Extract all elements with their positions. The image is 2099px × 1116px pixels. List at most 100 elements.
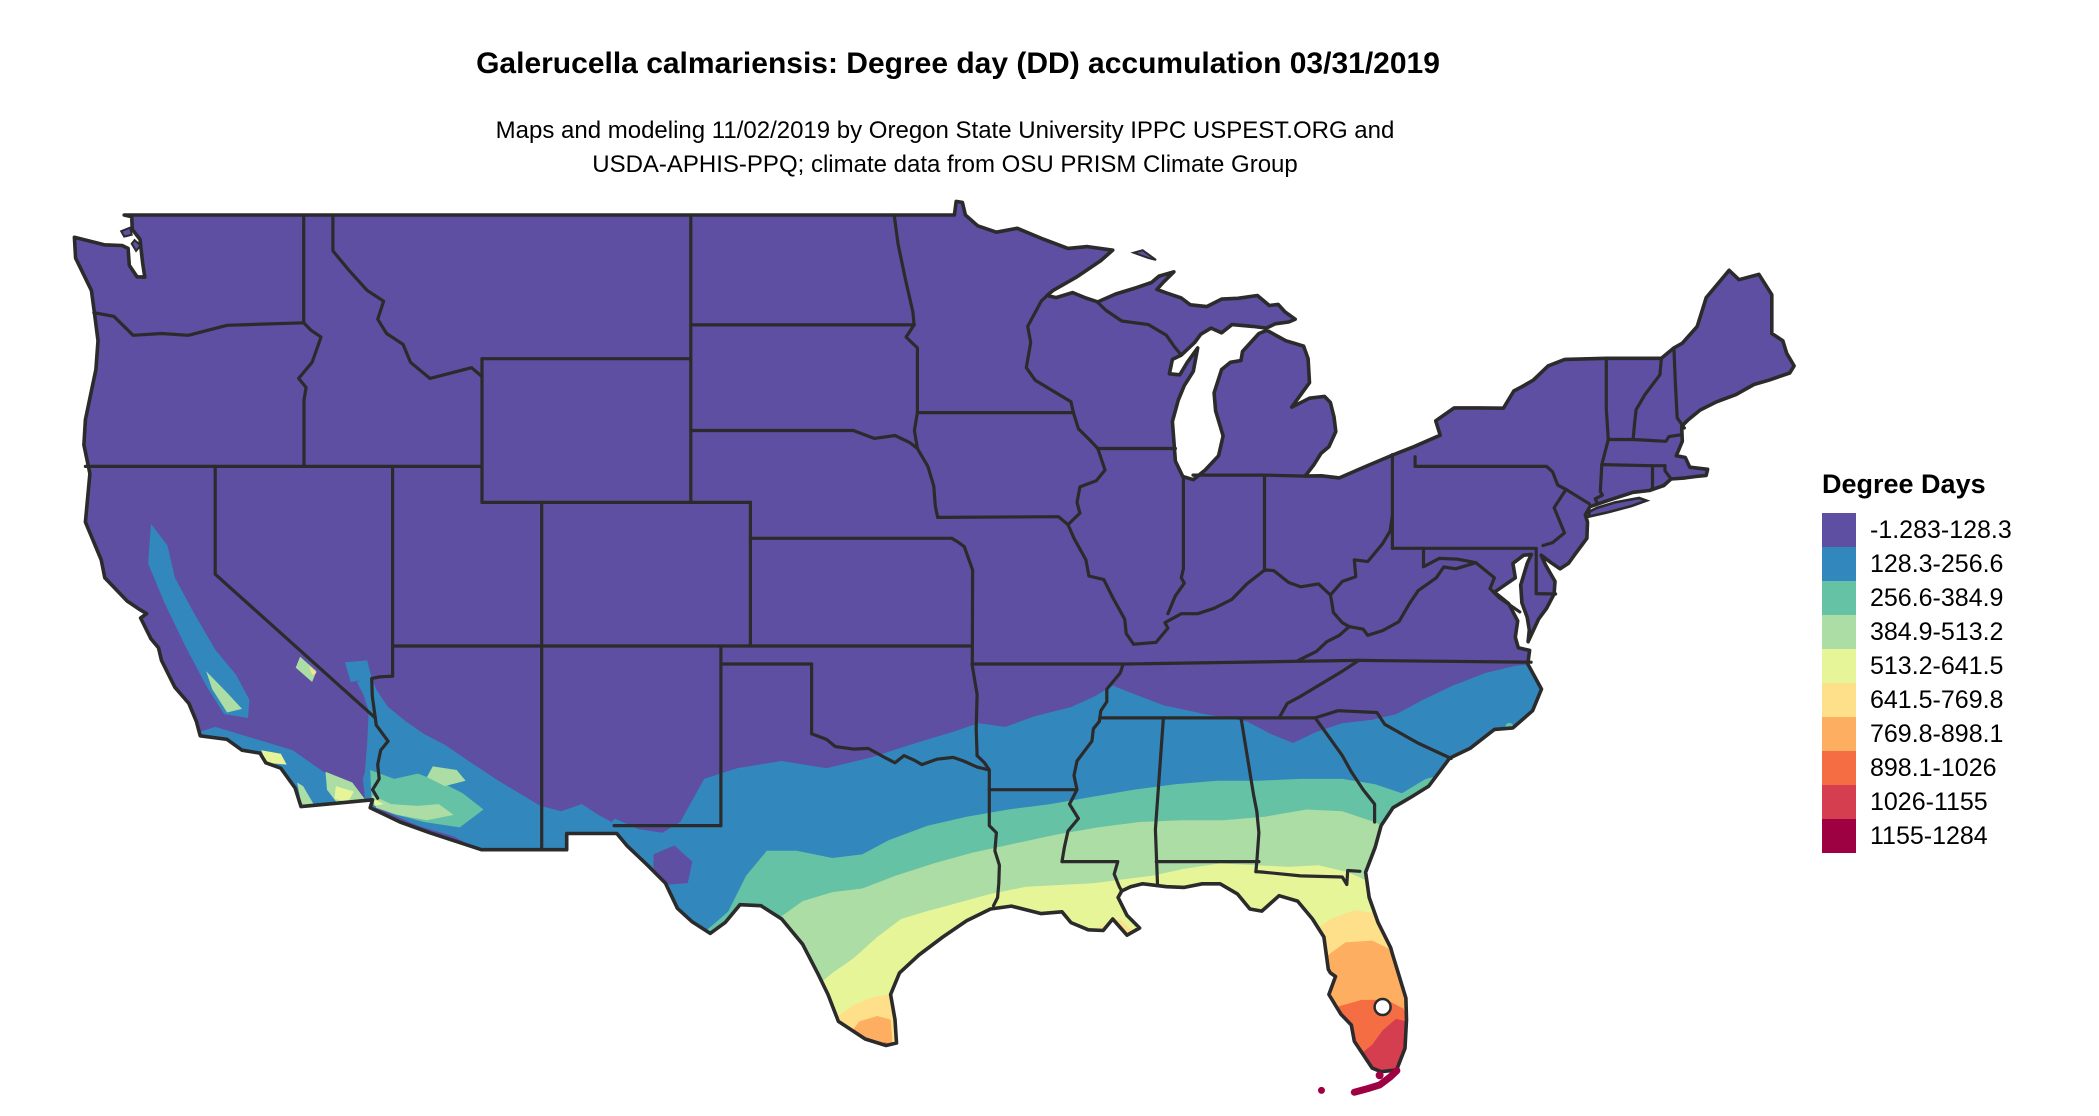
legend-swatch [1822, 581, 1856, 615]
state-border-line [1071, 411, 1100, 451]
legend-swatch [1822, 615, 1856, 649]
raster-patch [371, 795, 454, 821]
florida-keys [1350, 1067, 1401, 1096]
legend-label: 641.5-769.8 [1870, 686, 2004, 714]
legend-rows: -1.283-128.3 128.3-256.6 256.6-384.9 384.9-… [1822, 513, 2092, 853]
legend-swatch [1822, 751, 1856, 785]
state-border-line [950, 536, 975, 666]
state-border-line [1564, 487, 1591, 506]
raster-band [856, 999, 1413, 1072]
state-border-line [1313, 709, 1453, 761]
state-border-line [1600, 463, 1667, 468]
state-border-line [1593, 356, 1610, 504]
map-subtitle: Maps and modeling 11/02/2019 by Oregon S… [0, 114, 1890, 182]
state-border-line [970, 662, 979, 758]
state-border-line [1534, 546, 1558, 596]
legend-item: 128.3-256.6 [1822, 547, 2092, 581]
legend-swatch [1822, 547, 1856, 581]
state-border-line [987, 788, 1001, 908]
lake-okeechobee [1373, 997, 1392, 1017]
state-border-line [1153, 716, 1165, 886]
state-border-line [1413, 455, 1568, 491]
state-border-line [1328, 593, 1351, 629]
state-border-line [1606, 433, 1683, 443]
state-border-line [1541, 487, 1568, 548]
raster-band [1318, 1018, 1413, 1072]
state-border-line [1356, 658, 1533, 664]
legend-swatch [1822, 683, 1856, 717]
legend-title: Degree Days [1822, 469, 1986, 499]
raster-patch [344, 660, 372, 682]
raster-patch [334, 786, 354, 803]
legend-item: 256.6-384.9 [1822, 581, 2092, 615]
raster-patch [297, 782, 314, 806]
map-subtitle-line2: USDA-APHIS-PPQ; climate data from OSU PR… [592, 151, 1298, 178]
legend-item: 769.8-898.1 [1822, 717, 2092, 751]
state-border-line [1166, 475, 1186, 616]
raster-patch [309, 665, 317, 675]
state-borders-layer [83, 213, 1686, 908]
legend-swatch [1822, 717, 1856, 751]
legend-swatch [1822, 513, 1856, 547]
raster-patch [426, 766, 466, 787]
state-border-line [1421, 546, 1478, 569]
raster-patch [295, 656, 317, 682]
legend-label: 898.1-1026 [1870, 754, 1997, 782]
raster-band [823, 940, 1414, 1072]
state-border-line [331, 213, 484, 380]
legend-label: -1.283-128.3 [1870, 516, 2012, 544]
legend-label: 513.2-641.5 [1870, 652, 2004, 680]
island [119, 226, 133, 238]
legend-label: 384.9-513.2 [1870, 618, 2004, 646]
state-border-line [1672, 346, 1686, 430]
state-border-line [1066, 446, 1107, 527]
island [1130, 249, 1157, 261]
state-border-line [1277, 658, 1361, 720]
raster-patch [373, 798, 384, 806]
legend-item: 513.2-641.5 [1822, 649, 2092, 683]
legend-item: 384.9-513.2 [1822, 615, 2092, 649]
state-border-line [1024, 293, 1075, 415]
legend-label: 1026-1155 [1870, 788, 1988, 816]
state-border-line [370, 464, 395, 720]
legend-swatch [1822, 649, 1856, 683]
state-border-line [1296, 625, 1351, 662]
legend-item: 1155-1284 [1822, 819, 2092, 853]
state-border-line [810, 732, 991, 772]
legend-swatch [1822, 819, 1856, 853]
state-border-line [92, 311, 306, 337]
legend-label: 128.3-256.6 [1870, 550, 2004, 578]
state-border-line [371, 716, 390, 800]
raster-patch [653, 845, 693, 885]
legend-item: 1026-1155 [1822, 785, 2092, 819]
state-border-line [1191, 473, 1307, 478]
state-border-line [912, 411, 940, 519]
state-border-line [297, 321, 323, 468]
state-border-line [1096, 301, 1183, 357]
legend-item: -1.283-128.3 [1822, 513, 2092, 547]
state-border-line [1313, 716, 1377, 824]
long-island [1586, 496, 1651, 519]
state-border-line [936, 515, 1070, 527]
map-subtitle-line1: Maps and modeling 11/02/2019 by Oregon S… [495, 117, 1395, 144]
state-border-line [975, 754, 991, 792]
state-border-line [1631, 356, 1663, 442]
legend: Degree Days -1.283-128.3 128.3-256.6 256.6… [1822, 468, 2092, 853]
raster-patch [206, 671, 242, 713]
raster-patch [261, 750, 287, 765]
state-border-line [213, 464, 377, 720]
legend-item: 898.1-1026 [1822, 751, 2092, 785]
dry-tortugas [1317, 1086, 1325, 1094]
state-border-line [1066, 523, 1136, 646]
state-border-line [1328, 513, 1394, 597]
state-border-line [1123, 658, 1360, 666]
legend-item: 641.5-769.8 [1822, 683, 2092, 717]
state-border-line [1254, 868, 1362, 887]
state-border-line [1060, 860, 1124, 893]
state-border-line [689, 428, 919, 451]
state-border-line [1132, 568, 1332, 646]
legend-label: 769.8-898.1 [1870, 720, 2004, 748]
